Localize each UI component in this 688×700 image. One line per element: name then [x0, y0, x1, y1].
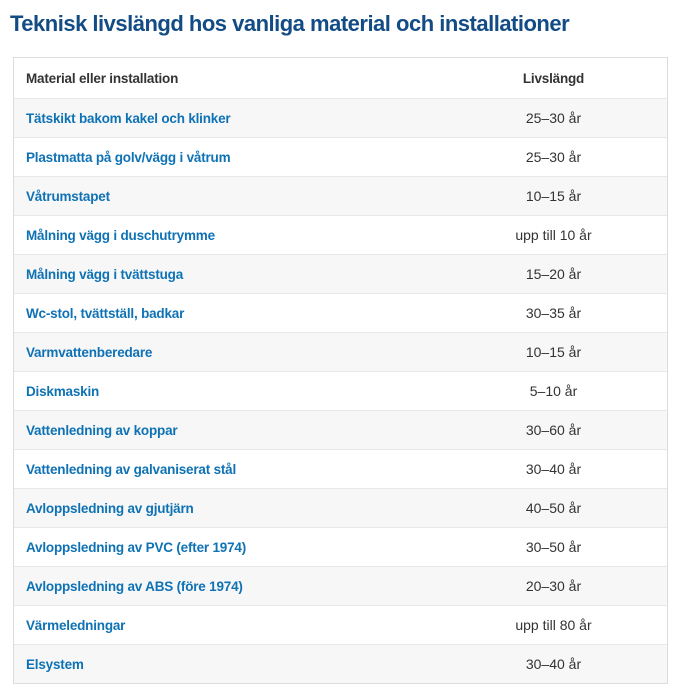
table-row: Plastmatta på golv/vägg i våtrum 25–30 å…: [14, 137, 667, 176]
lifespan-cell: 10–15 år: [525, 188, 582, 204]
table-row: Diskmaskin 5–10 år: [14, 371, 667, 410]
lifespan-cell: 30–40 år: [525, 656, 582, 672]
material-cell: Plastmatta på golv/vägg i våtrum: [26, 149, 231, 165]
page: Teknisk livslängd hos vanliga material o…: [0, 10, 688, 700]
lifespan-cell: upp till 80 år: [515, 617, 592, 633]
material-cell: Varmvattenberedare: [26, 344, 153, 360]
table-body: Tätskikt bakom kakel och klinker 25–30 å…: [14, 98, 667, 683]
material-cell: Vattenledning av koppar: [26, 422, 178, 438]
material-cell: Målning vägg i duschutrymme: [26, 227, 215, 243]
table-row: Värmeledningar upp till 80 år: [14, 605, 667, 644]
table-row: Varmvattenberedare 10–15 år: [14, 332, 667, 371]
column-header-lifespan: Livslängd: [522, 70, 585, 86]
material-cell: Elsystem: [26, 656, 84, 672]
table-row: Tätskikt bakom kakel och klinker 25–30 å…: [14, 98, 667, 137]
lifespan-cell: 10–15 år: [525, 344, 582, 360]
material-cell: Tätskikt bakom kakel och klinker: [26, 110, 231, 126]
column-header-material: Material eller installation: [26, 70, 179, 86]
lifespan-table: Material eller installation Livslängd Tä…: [13, 57, 668, 684]
page-title: Teknisk livslängd hos vanliga material o…: [10, 11, 570, 36]
lifespan-cell: 25–30 år: [525, 110, 582, 126]
material-cell: Diskmaskin: [26, 383, 100, 399]
lifespan-cell: 40–50 år: [525, 500, 582, 516]
table-row: Avloppsledning av PVC (efter 1974) 30–50…: [14, 527, 667, 566]
material-cell: Avloppsledning av PVC (efter 1974): [26, 539, 247, 555]
lifespan-cell: 15–20 år: [525, 266, 582, 282]
lifespan-cell: 30–40 år: [525, 461, 582, 477]
table-row: Våtrumstapet 10–15 år: [14, 176, 667, 215]
table-row: Avloppsledning av ABS (före 1974) 20–30 …: [14, 566, 667, 605]
material-cell: Wc-stol, tvättställ, badkar: [26, 305, 185, 321]
material-cell: Avloppsledning av gjutjärn: [26, 500, 194, 516]
table-row: Wc-stol, tvättställ, badkar 30–35 år: [14, 293, 667, 332]
lifespan-cell: 5–10 år: [529, 383, 578, 399]
material-cell: Våtrumstapet: [26, 188, 110, 204]
material-cell: Målning vägg i tvättstuga: [26, 266, 184, 282]
lifespan-cell: 20–30 år: [525, 578, 582, 594]
table-row: Avloppsledning av gjutjärn 40–50 år: [14, 488, 667, 527]
table-row: Målning vägg i tvättstuga 15–20 år: [14, 254, 667, 293]
table-row: Vattenledning av koppar 30–60 år: [14, 410, 667, 449]
lifespan-cell: upp till 10 år: [515, 227, 592, 243]
material-cell: Avloppsledning av ABS (före 1974): [26, 578, 243, 594]
table-header-row: Material eller installation Livslängd: [14, 58, 667, 98]
material-cell: Vattenledning av galvaniserat stål: [26, 461, 237, 477]
lifespan-cell: 30–35 år: [525, 305, 582, 321]
table-row: Målning vägg i duschutrymme upp till 10 …: [14, 215, 667, 254]
lifespan-cell: 30–50 år: [525, 539, 582, 555]
lifespan-cell: 25–30 år: [525, 149, 582, 165]
lifespan-cell: 30–60 år: [525, 422, 582, 438]
material-cell: Värmeledningar: [26, 617, 126, 633]
table-row: Vattenledning av galvaniserat stål 30–40…: [14, 449, 667, 488]
table-row: Elsystem 30–40 år: [14, 644, 667, 683]
